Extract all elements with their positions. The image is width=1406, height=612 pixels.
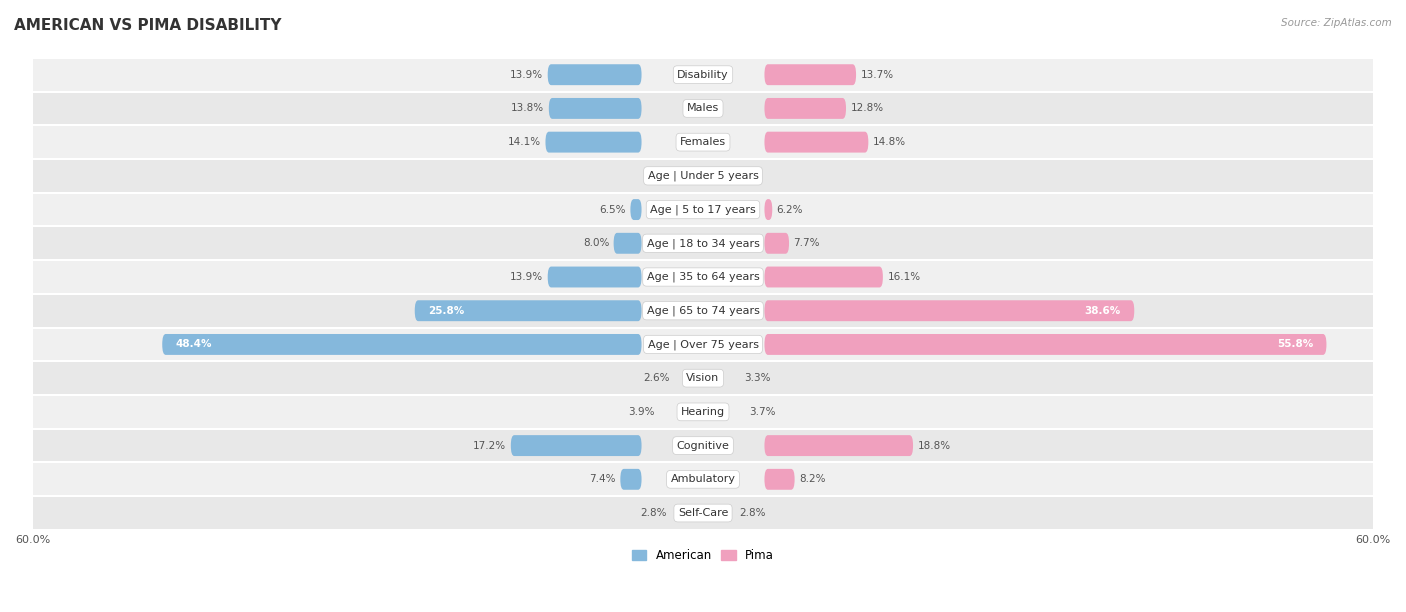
Text: 8.0%: 8.0% (582, 238, 609, 248)
Bar (32, 327, 1374, 361)
Text: AMERICAN VS PIMA DISABILITY: AMERICAN VS PIMA DISABILITY (14, 18, 281, 34)
Bar (32, 463, 1374, 496)
Bar (32, 226, 1374, 260)
Text: 13.8%: 13.8% (512, 103, 544, 113)
Text: 38.6%: 38.6% (1084, 306, 1121, 316)
Bar (32, 159, 1374, 193)
Text: 2.8%: 2.8% (738, 508, 765, 518)
Bar (32, 294, 1374, 327)
Bar (32, 429, 1374, 463)
Text: 7.4%: 7.4% (589, 474, 616, 484)
Text: Age | 5 to 17 years: Age | 5 to 17 years (650, 204, 756, 215)
Bar (32, 125, 1374, 159)
Bar (32, 193, 1374, 226)
Text: Hearing: Hearing (681, 407, 725, 417)
Text: Age | 18 to 34 years: Age | 18 to 34 years (647, 238, 759, 248)
Bar (32, 92, 1374, 125)
Text: 2.8%: 2.8% (641, 508, 668, 518)
FancyBboxPatch shape (630, 199, 641, 220)
Text: Age | 65 to 74 years: Age | 65 to 74 years (647, 305, 759, 316)
Bar (32, 260, 1374, 294)
Text: Females: Females (681, 137, 725, 147)
FancyBboxPatch shape (765, 435, 912, 456)
Text: 16.1%: 16.1% (887, 272, 921, 282)
Text: 17.2%: 17.2% (474, 441, 506, 450)
FancyBboxPatch shape (765, 98, 846, 119)
FancyBboxPatch shape (415, 300, 641, 321)
FancyBboxPatch shape (765, 334, 1326, 355)
FancyBboxPatch shape (765, 199, 772, 220)
FancyBboxPatch shape (162, 334, 641, 355)
Text: Age | 35 to 64 years: Age | 35 to 64 years (647, 272, 759, 282)
Text: 6.2%: 6.2% (776, 204, 803, 215)
Text: 18.8%: 18.8% (918, 441, 950, 450)
Text: 3.3%: 3.3% (744, 373, 770, 383)
Text: 6.5%: 6.5% (599, 204, 626, 215)
Text: 14.8%: 14.8% (873, 137, 905, 147)
Text: Self-Care: Self-Care (678, 508, 728, 518)
Text: 1.9%: 1.9% (651, 171, 678, 181)
Text: 13.9%: 13.9% (510, 272, 543, 282)
Text: 7.7%: 7.7% (793, 238, 820, 248)
Bar (32, 361, 1374, 395)
FancyBboxPatch shape (765, 132, 869, 152)
FancyBboxPatch shape (546, 132, 641, 152)
FancyBboxPatch shape (548, 267, 641, 288)
Text: 12.8%: 12.8% (851, 103, 883, 113)
Text: 2.6%: 2.6% (643, 373, 669, 383)
Text: 48.4%: 48.4% (176, 340, 212, 349)
Text: 25.8%: 25.8% (429, 306, 464, 316)
FancyBboxPatch shape (765, 64, 856, 85)
Text: 3.9%: 3.9% (628, 407, 655, 417)
FancyBboxPatch shape (765, 300, 1135, 321)
Text: Age | Under 5 years: Age | Under 5 years (648, 171, 758, 181)
Text: 13.9%: 13.9% (510, 70, 543, 80)
Text: 3.7%: 3.7% (749, 407, 775, 417)
Text: Disability: Disability (678, 70, 728, 80)
Bar (32, 395, 1374, 429)
Text: Vision: Vision (686, 373, 720, 383)
Bar (32, 496, 1374, 530)
FancyBboxPatch shape (620, 469, 641, 490)
Text: 13.7%: 13.7% (860, 70, 894, 80)
Text: Source: ZipAtlas.com: Source: ZipAtlas.com (1281, 18, 1392, 28)
Text: Ambulatory: Ambulatory (671, 474, 735, 484)
Bar (32, 58, 1374, 92)
FancyBboxPatch shape (548, 98, 641, 119)
FancyBboxPatch shape (510, 435, 641, 456)
Text: Age | Over 75 years: Age | Over 75 years (648, 339, 758, 349)
FancyBboxPatch shape (548, 64, 641, 85)
Text: 1.1%: 1.1% (720, 171, 747, 181)
Text: 14.1%: 14.1% (508, 137, 541, 147)
FancyBboxPatch shape (765, 267, 883, 288)
Text: 8.2%: 8.2% (799, 474, 825, 484)
Text: Males: Males (688, 103, 718, 113)
FancyBboxPatch shape (613, 233, 641, 254)
Text: 55.8%: 55.8% (1277, 340, 1313, 349)
FancyBboxPatch shape (765, 233, 789, 254)
FancyBboxPatch shape (765, 469, 794, 490)
Text: Cognitive: Cognitive (676, 441, 730, 450)
Legend: American, Pima: American, Pima (627, 544, 779, 567)
